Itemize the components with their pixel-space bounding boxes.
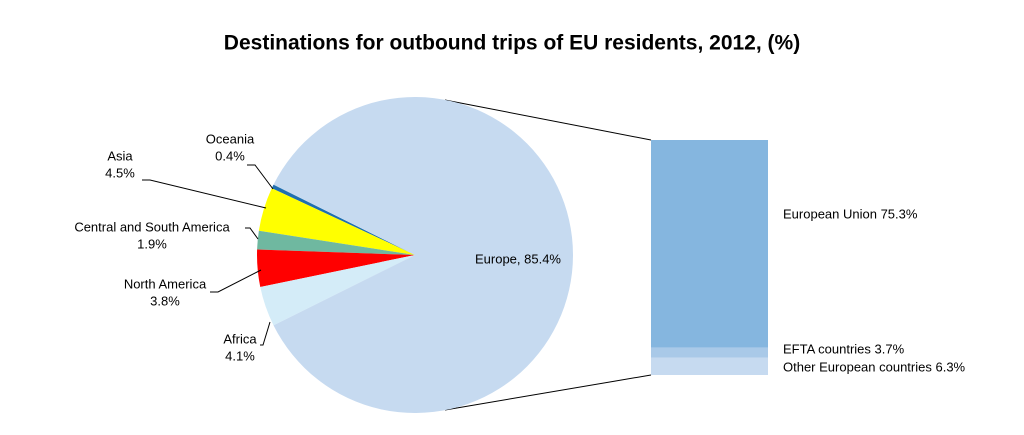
slice-label: 4.5% xyxy=(105,165,135,180)
slice-label: Central and South America xyxy=(74,219,230,234)
pie-slice xyxy=(260,255,415,326)
slice-label: North America xyxy=(124,276,207,291)
slice-label: 0.4% xyxy=(215,148,245,163)
slice-label: 3.8% xyxy=(150,293,180,308)
pie-slice xyxy=(257,230,415,255)
pie-slice xyxy=(273,97,574,413)
bar-label: European Union 75.3% xyxy=(783,206,918,221)
connector-line xyxy=(444,374,652,411)
slice-label: Asia xyxy=(107,148,133,163)
bar-segment xyxy=(651,347,768,358)
slice-label: Europe, 85.4% xyxy=(475,251,561,266)
bar-label: EFTA countries 3.7% xyxy=(783,341,905,356)
leader-line xyxy=(245,227,259,240)
chart-title: Destinations for outbound trips of EU re… xyxy=(224,32,800,55)
bar-segment xyxy=(651,357,768,375)
bar-segment xyxy=(651,140,768,348)
slice-label: Oceania xyxy=(206,131,255,146)
leader-line xyxy=(247,164,274,190)
pie-slice xyxy=(271,184,415,255)
slice-label: 4.1% xyxy=(225,348,255,363)
pie-slice xyxy=(258,188,415,255)
bar-label: Other European countries 6.3% xyxy=(783,359,966,374)
connector-line xyxy=(444,99,652,141)
slice-label: Africa xyxy=(223,331,257,346)
leader-line xyxy=(210,269,262,293)
pie-slice xyxy=(257,249,415,288)
leader-line xyxy=(260,321,271,346)
leader-line xyxy=(142,179,267,209)
slice-label: 1.9% xyxy=(137,236,167,251)
